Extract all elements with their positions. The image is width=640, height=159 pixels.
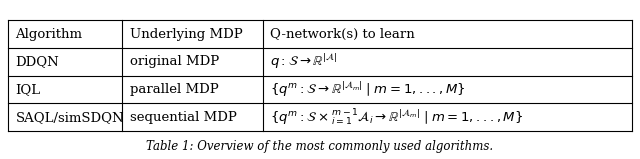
Text: Algorithm: Algorithm xyxy=(15,28,83,41)
Text: IQL: IQL xyxy=(15,83,40,96)
Text: original MDP: original MDP xyxy=(130,55,220,68)
Text: Table 1: Overview of the most commonly used algorithms.: Table 1: Overview of the most commonly u… xyxy=(147,140,493,153)
Text: Q-network(s) to learn: Q-network(s) to learn xyxy=(270,28,415,41)
Text: Underlying MDP: Underlying MDP xyxy=(130,28,243,41)
Text: $\{q^m : \mathcal{S} \times_{i=1}^{m-1} \mathcal{A}_i \rightarrow \mathbb{R}^{|\: $\{q^m : \mathcal{S} \times_{i=1}^{m-1} … xyxy=(270,107,524,127)
Text: sequential MDP: sequential MDP xyxy=(130,111,237,124)
Text: parallel MDP: parallel MDP xyxy=(130,83,219,96)
Text: SAQL/simSDQN: SAQL/simSDQN xyxy=(15,111,124,124)
Text: DDQN: DDQN xyxy=(15,55,59,68)
Text: $q : \mathcal{S} \rightarrow \mathbb{R}^{|\mathcal{A}|}$: $q : \mathcal{S} \rightarrow \mathbb{R}^… xyxy=(270,52,338,71)
Text: $\{q^m : \mathcal{S} \rightarrow \mathbb{R}^{|\mathcal{A}_m|} \mid m = 1, ..., M: $\{q^m : \mathcal{S} \rightarrow \mathbb… xyxy=(270,80,466,99)
